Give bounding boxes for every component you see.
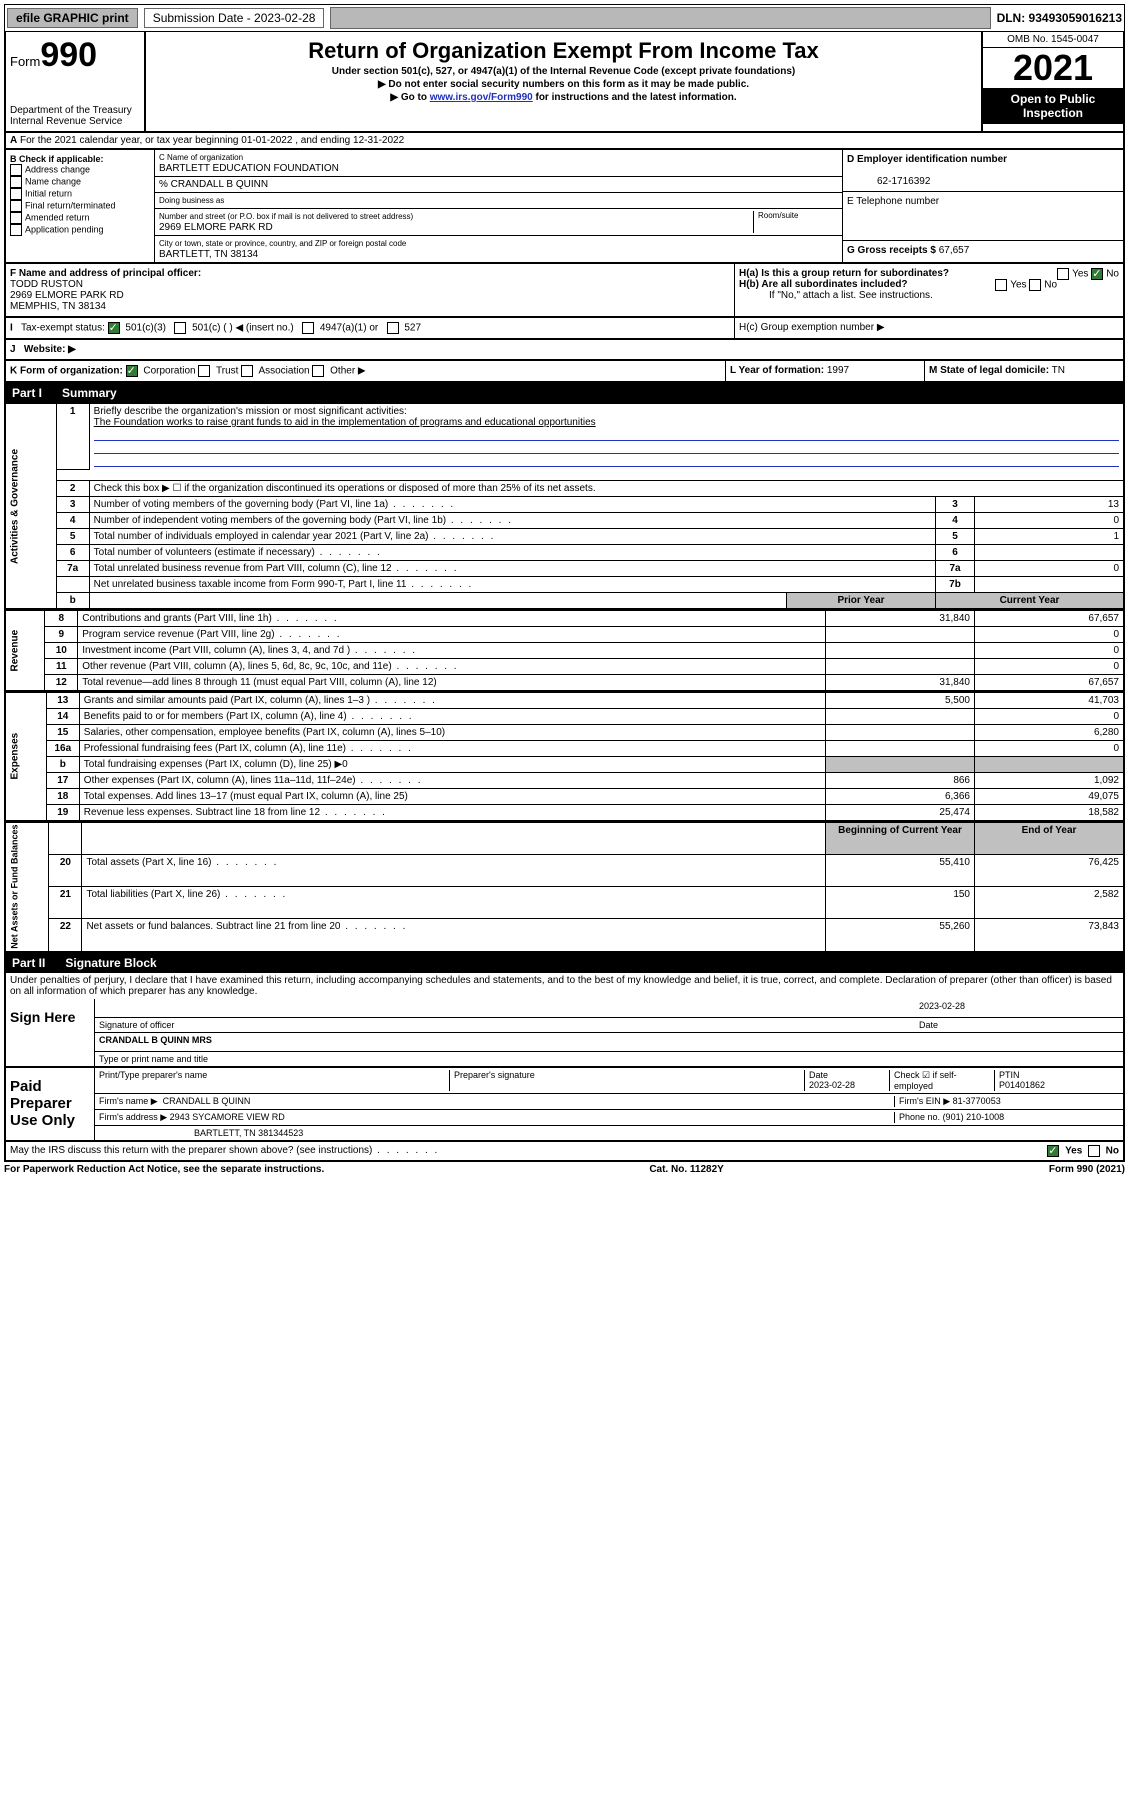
open-public-badge: Open to Public Inspection <box>983 88 1123 124</box>
row-klm: K Form of organization: Corporation Trus… <box>4 361 1125 383</box>
vlabel-net: Net Assets or Fund Balances <box>5 822 49 952</box>
paid-preparer-label: Paid Preparer Use Only <box>6 1068 95 1140</box>
ha-yes[interactable] <box>1057 268 1069 280</box>
cb-501c3[interactable] <box>108 322 120 334</box>
discuss-row: May the IRS discuss this return with the… <box>4 1142 1125 1162</box>
gross-receipts: 67,657 <box>939 245 970 256</box>
efile-button[interactable]: efile GRAPHIC print <box>7 8 138 28</box>
form-title: Return of Organization Exempt From Incom… <box>154 38 973 64</box>
sign-here-block: Sign Here 2023-02-28 Signature of office… <box>4 999 1125 1068</box>
spacer-bar <box>330 7 990 29</box>
ha-no[interactable] <box>1091 268 1103 280</box>
part2-header: Part II Signature Block <box>4 953 1125 973</box>
paid-preparer-block: Paid Preparer Use Only Print/Type prepar… <box>4 1068 1125 1142</box>
care-of: % CRANDALL B QUINN <box>159 179 268 190</box>
gov-row-4: 4Number of independent voting members of… <box>5 512 1124 528</box>
cb-corp[interactable] <box>126 365 138 377</box>
vlabel-rev: Revenue <box>5 610 45 691</box>
tax-year: 2021 <box>983 48 1123 88</box>
governance-table: Activities & Governance 1 Briefly descri… <box>4 403 1125 610</box>
cb-trust[interactable] <box>198 365 210 377</box>
box-b: B Check if applicable: Address change Na… <box>6 150 155 262</box>
part1-header: Part I Summary <box>4 383 1125 403</box>
cb-501c[interactable] <box>174 322 186 334</box>
vlabel-gov: Activities & Governance <box>5 404 56 609</box>
sign-here-label: Sign Here <box>6 999 95 1066</box>
checkbox-name-change[interactable] <box>10 176 22 188</box>
checkbox-initial[interactable] <box>10 188 22 200</box>
discuss-yes[interactable] <box>1047 1145 1059 1157</box>
checkbox-addr-change[interactable] <box>10 164 22 176</box>
ein: 62-1716392 <box>847 176 930 187</box>
top-bar: efile GRAPHIC print Submission Date - 20… <box>4 4 1125 32</box>
section-a: A For the 2021 calendar year, or tax yea… <box>4 133 1125 150</box>
hb-no[interactable] <box>1029 279 1041 291</box>
gov-row-7b: Net unrelated business taxable income fr… <box>5 576 1124 592</box>
subtitle-1: Under section 501(c), 527, or 4947(a)(1)… <box>154 66 973 77</box>
omb-number: OMB No. 1545-0047 <box>983 32 1123 48</box>
checkbox-final[interactable] <box>10 200 22 212</box>
hb-yes[interactable] <box>995 279 1007 291</box>
penalty-text: Under penalties of perjury, I declare th… <box>4 973 1125 999</box>
cb-assoc[interactable] <box>241 365 253 377</box>
revenue-table: Revenue 8Contributions and grants (Part … <box>4 610 1125 692</box>
gov-row-6: 6Total number of volunteers (estimate if… <box>5 544 1124 560</box>
box-f: F Name and address of principal officer:… <box>6 264 735 316</box>
discuss-no[interactable] <box>1088 1145 1100 1157</box>
checkbox-pending[interactable] <box>10 224 22 236</box>
irs-label: Internal Revenue Service <box>10 116 140 127</box>
gov-row-7a: 7aTotal unrelated business revenue from … <box>5 560 1124 576</box>
box-de: D Employer identification number 62-1716… <box>842 150 1123 262</box>
mission-text: The Foundation works to raise grant fund… <box>94 417 596 428</box>
subtitle-3: ▶ Go to www.irs.gov/Form990 for instruct… <box>154 92 973 103</box>
irs-link[interactable]: www.irs.gov/Form990 <box>430 92 533 103</box>
vlabel-exp: Expenses <box>5 692 46 821</box>
street-address: 2969 ELMORE PARK RD <box>159 222 273 233</box>
footer: For Paperwork Reduction Act Notice, see … <box>4 1162 1125 1177</box>
cb-other[interactable] <box>312 365 324 377</box>
form-header: Form990 Department of the Treasury Inter… <box>4 32 1125 133</box>
row-j: J Website: ▶ <box>4 340 1125 361</box>
gov-row-3: 3Number of voting members of the governi… <box>5 496 1124 512</box>
checkbox-amended[interactable] <box>10 212 22 224</box>
cb-4947[interactable] <box>302 322 314 334</box>
cb-527[interactable] <box>387 322 399 334</box>
box-h: H(a) Is this a group return for subordin… <box>735 264 1123 316</box>
city-state-zip: BARTLETT, TN 38134 <box>159 249 258 260</box>
box-c: C Name of organization BARTLETT EDUCATIO… <box>155 150 842 262</box>
subtitle-2: ▶ Do not enter social security numbers o… <box>154 79 973 90</box>
form-number: Form990 <box>10 36 140 75</box>
row-f-h: F Name and address of principal officer:… <box>4 264 1125 318</box>
dept-treasury: Department of the Treasury <box>10 105 140 116</box>
net-assets-table: Net Assets or Fund Balances Beginning of… <box>4 822 1125 953</box>
org-info-block: B Check if applicable: Address change Na… <box>4 150 1125 264</box>
dln: DLN: 93493059016213 <box>997 11 1122 25</box>
org-name: BARTLETT EDUCATION FOUNDATION <box>159 163 339 174</box>
expenses-table: Expenses 13Grants and similar amounts pa… <box>4 692 1125 822</box>
row-i: I Tax-exempt status: 501(c)(3) 501(c) ( … <box>4 318 1125 340</box>
gov-row-5: 5Total number of individuals employed in… <box>5 528 1124 544</box>
submission-date: Submission Date - 2023-02-28 <box>144 8 325 28</box>
